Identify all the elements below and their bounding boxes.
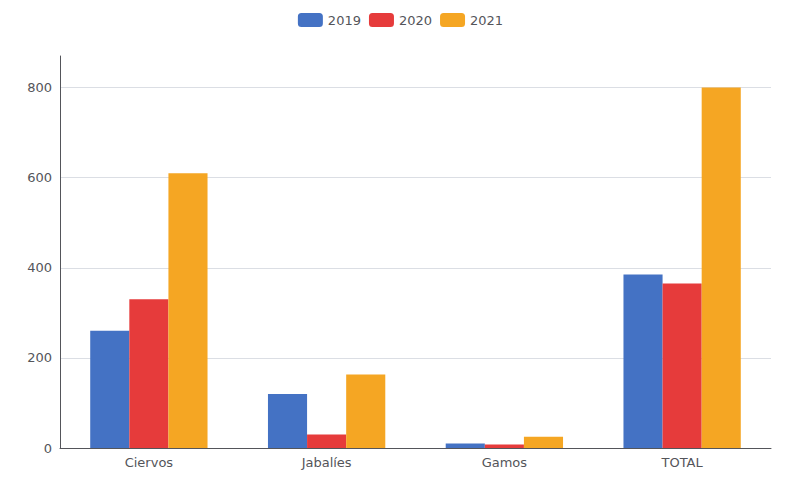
svg-text:Gamos: Gamos — [482, 455, 528, 470]
svg-text:2019: 2019 — [328, 13, 361, 28]
svg-text:Jabalíes: Jabalíes — [301, 455, 352, 470]
svg-text:800: 800 — [27, 80, 52, 95]
svg-text:200: 200 — [27, 350, 52, 365]
svg-text:400: 400 — [27, 260, 52, 275]
svg-text:0: 0 — [44, 441, 52, 456]
svg-text:TOTAL: TOTAL — [661, 455, 704, 470]
svg-text:2021: 2021 — [470, 13, 503, 28]
svg-text:600: 600 — [27, 170, 52, 185]
svg-text:Ciervos: Ciervos — [125, 455, 174, 470]
svg-text:2020: 2020 — [399, 13, 432, 28]
